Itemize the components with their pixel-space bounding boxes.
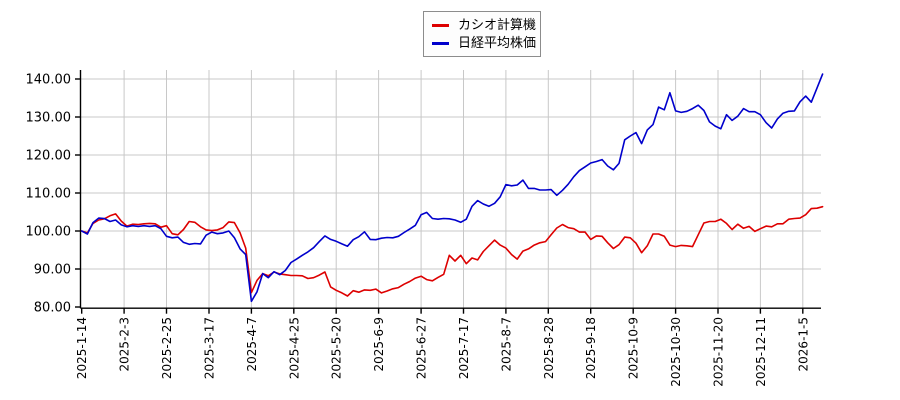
axes: [75, 70, 821, 314]
x-tick-label: 2025-2-3: [118, 317, 132, 371]
x-tick-label: 2026-1-5: [796, 317, 810, 371]
x-tick-label: 2025-12-11: [754, 317, 768, 387]
x-tick-label: 2025-4-7: [245, 317, 259, 371]
x-tick-label: 2025-8-28: [542, 317, 556, 379]
legend-label-casio: カシオ計算機: [458, 17, 537, 33]
y-axis-labels: 80.00 90.00 100.00 110.00 120.00 130.00 140.00: [26, 73, 72, 316]
y-tick-label: 100.00: [26, 225, 72, 240]
x-tick-label: 2025-3-17: [203, 317, 217, 379]
series-line-casio: [80, 205, 824, 297]
x-tick-label: 2025-7-17: [457, 317, 471, 379]
y-tick-label: 80.00: [34, 301, 71, 316]
x-tick-label: 2025-10-9: [627, 317, 641, 379]
gridlines: [81, 70, 821, 308]
x-tick-label: 2025-2-25: [160, 317, 174, 379]
y-tick-label: 130.00: [26, 111, 72, 126]
x-axis-labels: 2025-1-14 2025-2-3 2025-2-25 2025-3-17 2025-…: [75, 317, 810, 387]
x-tick-label: 2025-6-9: [372, 317, 386, 371]
y-tick-label: 120.00: [26, 149, 72, 164]
y-tick-label: 90.00: [34, 263, 71, 278]
x-tick-label: 2025-9-18: [584, 317, 598, 379]
legend-line-sample-blue: [432, 41, 449, 45]
legend-item-casio: カシオ計算機: [432, 19, 536, 32]
chart-legend: カシオ計算機 日経平均株価: [423, 11, 541, 57]
legend-line-sample-red: [432, 23, 449, 27]
x-tick-label: 2025-11-20: [712, 317, 726, 387]
legend-item-nikkei: 日経平均株価: [432, 37, 536, 50]
y-tick-label: 110.00: [26, 187, 72, 202]
series-lines: [80, 73, 824, 303]
y-tick-label: 140.00: [26, 73, 72, 88]
series-line-nikkei: [80, 73, 824, 303]
x-tick-label: 2025-5-20: [330, 317, 344, 379]
legend-label-nikkei: 日経平均株価: [458, 35, 537, 51]
x-tick-label: 2025-1-14: [75, 317, 89, 379]
x-tick-label: 2025-6-27: [415, 317, 429, 379]
x-tick-label: 2025-10-30: [669, 317, 683, 387]
x-tick-label: 2025-8-7: [499, 317, 513, 371]
x-tick-label: 2025-4-25: [287, 317, 301, 379]
